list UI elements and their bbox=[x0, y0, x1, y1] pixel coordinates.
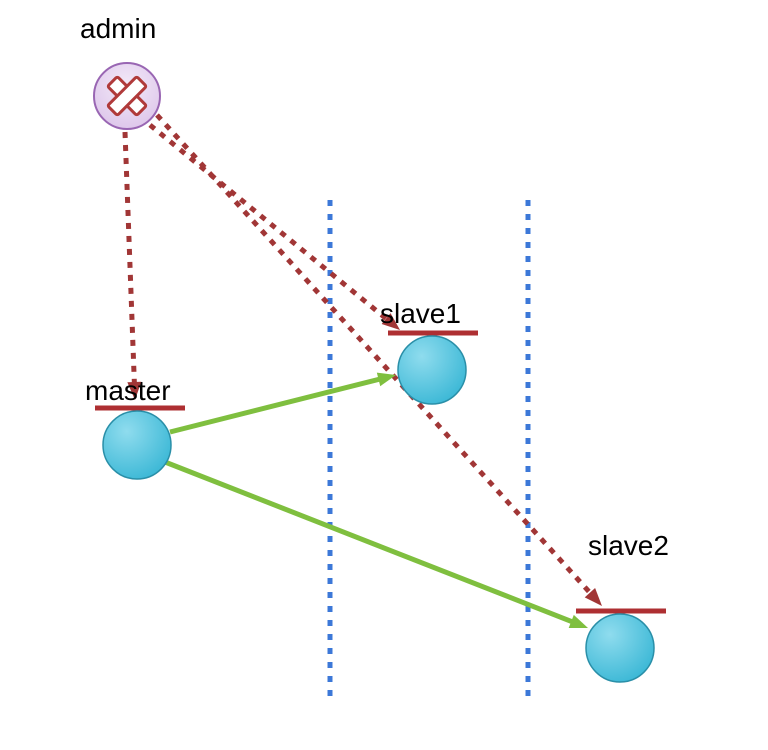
vertical-dividers bbox=[330, 200, 528, 700]
diagram-canvas: admin master slave1 slave2 bbox=[0, 0, 768, 750]
node-slave2 bbox=[576, 611, 666, 682]
edge-master-slave2 bbox=[165, 462, 588, 628]
edge-admin-slave1_bar bbox=[150, 125, 400, 330]
edge-admin-master_bar bbox=[125, 132, 141, 400]
slave1-label: slave1 bbox=[380, 298, 461, 329]
node-admin bbox=[94, 63, 160, 129]
labels-group: admin master slave1 slave2 bbox=[80, 13, 669, 561]
edge-admin-slave2_bar bbox=[157, 115, 602, 606]
edge-master-slave1 bbox=[170, 373, 396, 432]
slave2-label: slave2 bbox=[588, 530, 669, 561]
nodes-group bbox=[94, 63, 666, 682]
admin-label: admin bbox=[80, 13, 156, 44]
node-master bbox=[95, 408, 185, 479]
master-label: master bbox=[85, 375, 171, 406]
node-slave1 bbox=[388, 333, 478, 404]
